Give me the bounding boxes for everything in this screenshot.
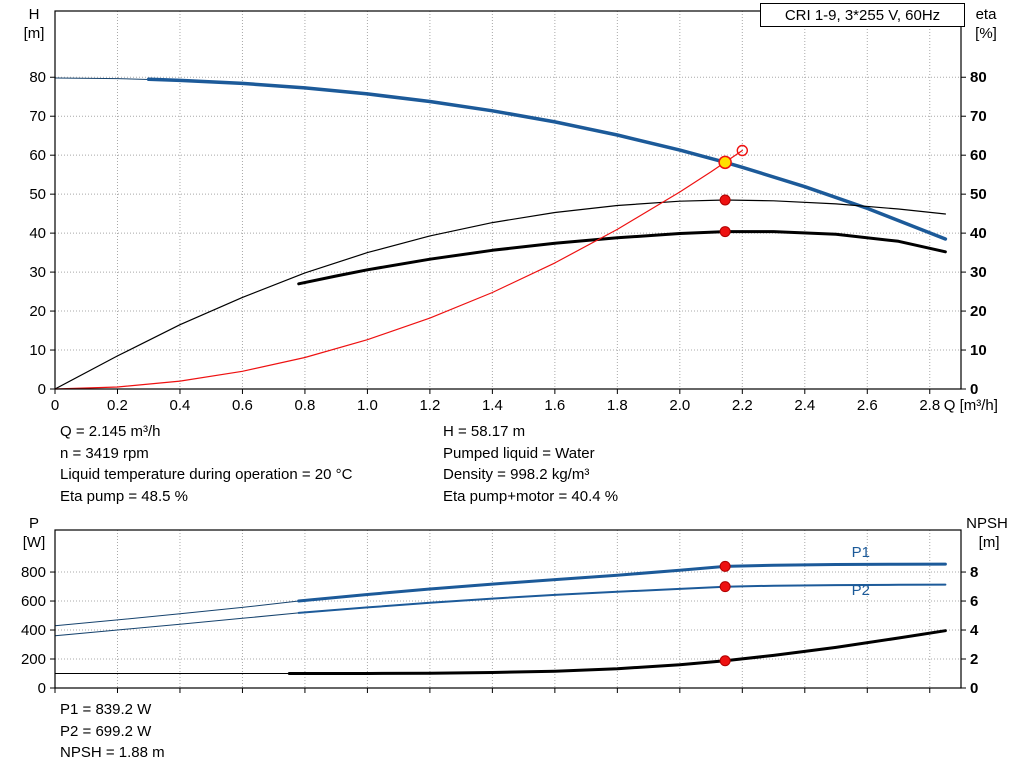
p2-curve-label: P2: [852, 582, 870, 599]
tick-label-right: 10: [970, 342, 987, 359]
tick-label-left: 50: [29, 186, 46, 203]
tick-label-bottom: 2.6: [857, 397, 878, 414]
tick-label-bottom: 0.2: [107, 397, 128, 414]
info-line: P2 = 699.2 W: [60, 722, 152, 740]
plot-border: [54, 10, 962, 390]
tick-label-right: 8: [970, 564, 978, 581]
p2-point-marker: [719, 581, 731, 593]
tick-label-bottom: 1.4: [482, 397, 503, 414]
tick-label-right: 4: [970, 622, 979, 639]
tick-label-left: 30: [29, 264, 46, 281]
tick-label-bottom: 1.8: [607, 397, 628, 414]
p1-curve: [297, 562, 947, 603]
tick-label-bottom: 2.2: [732, 397, 753, 414]
eta-axis-label: eta [%]: [975, 6, 997, 42]
tick-label-bottom: 2.8: [919, 397, 940, 414]
duty-point-marker: [718, 155, 732, 170]
info-line: Eta pump = 48.5 %: [60, 487, 188, 505]
x-axis-label: Q [m³/h]: [944, 397, 998, 414]
tick-label-left: 400: [21, 622, 46, 639]
tick-label-right: 2: [970, 651, 978, 668]
npsh-point-marker: [719, 655, 731, 667]
pump-curve: [146, 77, 948, 241]
info-line: Q = 2.145 m³/h: [60, 423, 161, 440]
p1-curve-base: [54, 600, 300, 627]
p2-curve-base: [54, 612, 300, 637]
tick-label-bottom: 0.8: [295, 397, 316, 414]
info-line: Pumped liquid = Water: [443, 444, 595, 462]
tick-label-left: 600: [21, 593, 46, 610]
tick-label-right: 70: [970, 108, 987, 125]
tick-label-right: 30: [970, 264, 987, 281]
npsh-axis-label: NPSH [m]: [966, 515, 1008, 551]
duty-info-left: Q = 2.145 m³/h n = 3419 rpm Liquid tempera…: [60, 421, 352, 507]
tick-label-bottom: 2.4: [794, 397, 815, 414]
tick-label-left: 0: [38, 680, 46, 697]
info-line: Eta pump+motor = 40.4 %: [443, 487, 619, 505]
eta-pump-motor-point-marker: [719, 226, 731, 238]
tick-label-right: 0: [970, 381, 978, 398]
tick-label-right: 20: [970, 303, 987, 320]
chart-1: 0 200 400 600 800 0 2 4 6 8 P1 P2: [21, 529, 979, 697]
p1-curve-label: P1: [852, 544, 870, 561]
tick-label-right: 80: [970, 69, 987, 86]
eta-pump-motor-curve: [297, 230, 947, 286]
info-line: NPSH = 1.88 m: [60, 744, 165, 761]
system-curve: [54, 149, 743, 390]
info-line: P1 = 839.2 W: [60, 701, 152, 718]
npsh-curve: [287, 629, 947, 675]
eta-pump-curve: [54, 199, 946, 390]
pump-model-badge: CRI 1-9, 3*255 V, 60Hz: [760, 3, 965, 27]
tick-label-bottom: 1.6: [544, 397, 565, 414]
eta-pump-point-marker: [719, 194, 731, 206]
chart-0: 0 10 20 30 40 50 60 70 80 0 10 20 30 40 50 60 70 80 0 0.2 0.…: [29, 10, 998, 414]
tick-label-bottom: 0.4: [170, 397, 191, 414]
info-line: n = 3419 rpm: [60, 444, 149, 462]
info-line: Liquid temperature during operation = 20…: [60, 466, 353, 483]
tick-label-left: 60: [29, 147, 46, 164]
system-curve-end-marker: [736, 144, 749, 157]
duty-info-right: H = 58.17 m Pumped liquid = Water Density …: [443, 421, 618, 507]
p-axis-label: P [W]: [22, 515, 46, 551]
info-line: H = 58.17 m: [443, 423, 526, 440]
power-npsh-info: P1 = 839.2 W P2 = 699.2 W NPSH = 1.88 m: [60, 699, 165, 764]
plot-border: [54, 529, 962, 689]
p1-point-marker: [719, 560, 731, 572]
tick-label-right: 6: [970, 593, 978, 610]
tick-label-bottom: 2.0: [669, 397, 690, 414]
tick-label-right: 40: [970, 225, 987, 242]
tick-label-left: 80: [29, 69, 46, 86]
tick-label-left: 800: [21, 564, 46, 581]
tick-label-left: 200: [21, 651, 46, 668]
tick-label-right: 50: [970, 186, 987, 203]
tick-label-bottom: 1.2: [419, 397, 440, 414]
pump-curve-base: [54, 77, 946, 240]
tick-label-right: 0: [970, 680, 978, 697]
tick-label-left: 20: [29, 303, 46, 320]
tick-label-bottom: 0.6: [232, 397, 253, 414]
tick-label-left: 10: [29, 342, 46, 359]
tick-label-bottom: 1.0: [357, 397, 378, 414]
tick-label-bottom: 0: [51, 397, 59, 414]
tick-label-left: 40: [29, 225, 46, 242]
p2-curve: [297, 583, 947, 614]
h-axis-label: H [m]: [23, 6, 45, 42]
tick-label-left: 70: [29, 108, 46, 125]
tick-label-left: 0: [38, 381, 46, 398]
tick-label-right: 60: [970, 147, 987, 164]
info-line: Density = 998.2 kg/m³: [443, 466, 590, 483]
